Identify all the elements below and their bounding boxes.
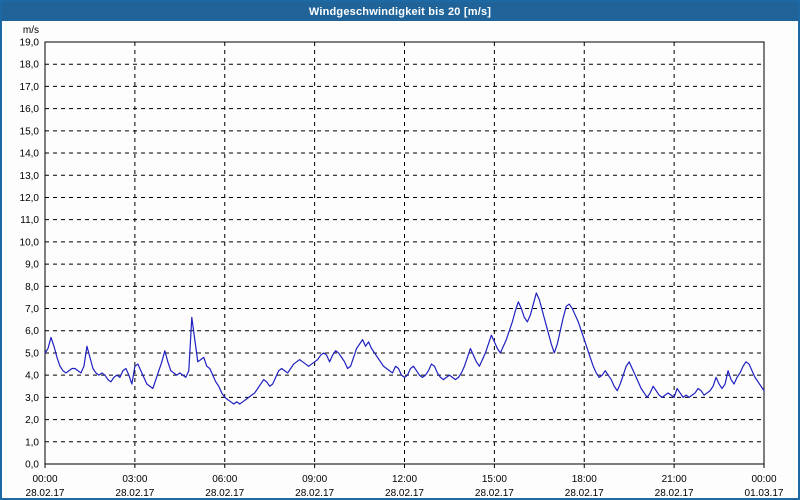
y-tick-label: 10,0: [20, 237, 40, 248]
x-tick-time-label: 15:00: [482, 474, 507, 485]
y-tick-label: 8,0: [25, 282, 39, 293]
wind-speed-line-chart: 0,0 1,0 2,0 3,0 4,0 5,0 6,0 7,0 8,0 9,0 10,0 11,0 12…: [2, 21, 798, 498]
x-axis-tick-labels: 00:00 28.02.17 03:00 28.02.17 06:00 28.02.17 0…: [26, 474, 784, 498]
wind-speed-series: [44, 292, 765, 405]
x-tick-time-label: 00:00: [751, 474, 776, 485]
y-tick-label: 4,0: [25, 371, 39, 382]
y-tick-label: 19,0: [20, 38, 40, 49]
x-tick-time-label: 00:00: [32, 474, 57, 485]
y-tick-label: 12,0: [20, 193, 40, 204]
x-tick-time-label: 18:00: [572, 474, 597, 485]
y-tick-label: 0,0: [25, 460, 39, 471]
x-tick-date-label: 28.02.17: [475, 488, 514, 498]
x-tick-date-label: 28.02.17: [385, 488, 424, 498]
plot-frame-border: [44, 41, 765, 465]
chart-background: [2, 21, 798, 498]
y-tick-label: 3,0: [25, 393, 39, 404]
y-tick-label: 17,0: [20, 82, 40, 93]
y-tick-label: 18,0: [20, 60, 40, 71]
y-tick-label: 6,0: [25, 326, 39, 337]
x-tick-date-label: 28.02.17: [26, 488, 65, 498]
x-tick-time-label: 03:00: [122, 474, 147, 485]
x-tick-date-label: 28.02.17: [295, 488, 334, 498]
y-tick-label: 14,0: [20, 149, 40, 160]
plot-area: 0,0 1,0 2,0 3,0 4,0 5,0 6,0 7,0 8,0 9,0 10,0 11,0 12…: [2, 21, 798, 498]
x-tick-date-label: 28.02.17: [115, 488, 154, 498]
y-tick-label: 16,0: [20, 104, 40, 115]
x-tick-date-label: 01.03.17: [745, 488, 784, 498]
window-title-bar: Windgeschwindigkeit bis 20 [m/s]: [2, 2, 798, 21]
y-tick-label: 9,0: [25, 260, 39, 271]
y-tick-label: 15,0: [20, 126, 40, 137]
y-tick-label: 5,0: [25, 348, 39, 359]
x-tick-time-label: 09:00: [302, 474, 327, 485]
x-tick-time-label: 06:00: [212, 474, 237, 485]
y-tick-label: 1,0: [25, 437, 39, 448]
x-tick-date-label: 28.02.17: [565, 488, 604, 498]
x-tick-time-label: 12:00: [392, 474, 417, 485]
y-tick-label: 2,0: [25, 415, 39, 426]
x-tick-date-label: 28.02.17: [205, 488, 244, 498]
y-tick-label: 7,0: [25, 304, 39, 315]
y-tick-label: 11,0: [20, 215, 39, 226]
x-tick-date-label: 28.02.17: [655, 488, 694, 498]
vertical-gridlines: [134, 42, 675, 464]
x-tick-time-label: 21:00: [662, 474, 687, 485]
page-title: Windgeschwindigkeit bis 20 [m/s]: [308, 5, 492, 18]
y-axis-tick-labels: 0,0 1,0 2,0 3,0 4,0 5,0 6,0 7,0 8,0 9,0 10,0 11,0 12…: [20, 38, 40, 471]
y-axis-unit-label: m/s: [23, 25, 39, 36]
x-axis-tick-marks: [44, 464, 765, 468]
y-tick-label: 13,0: [20, 171, 40, 182]
